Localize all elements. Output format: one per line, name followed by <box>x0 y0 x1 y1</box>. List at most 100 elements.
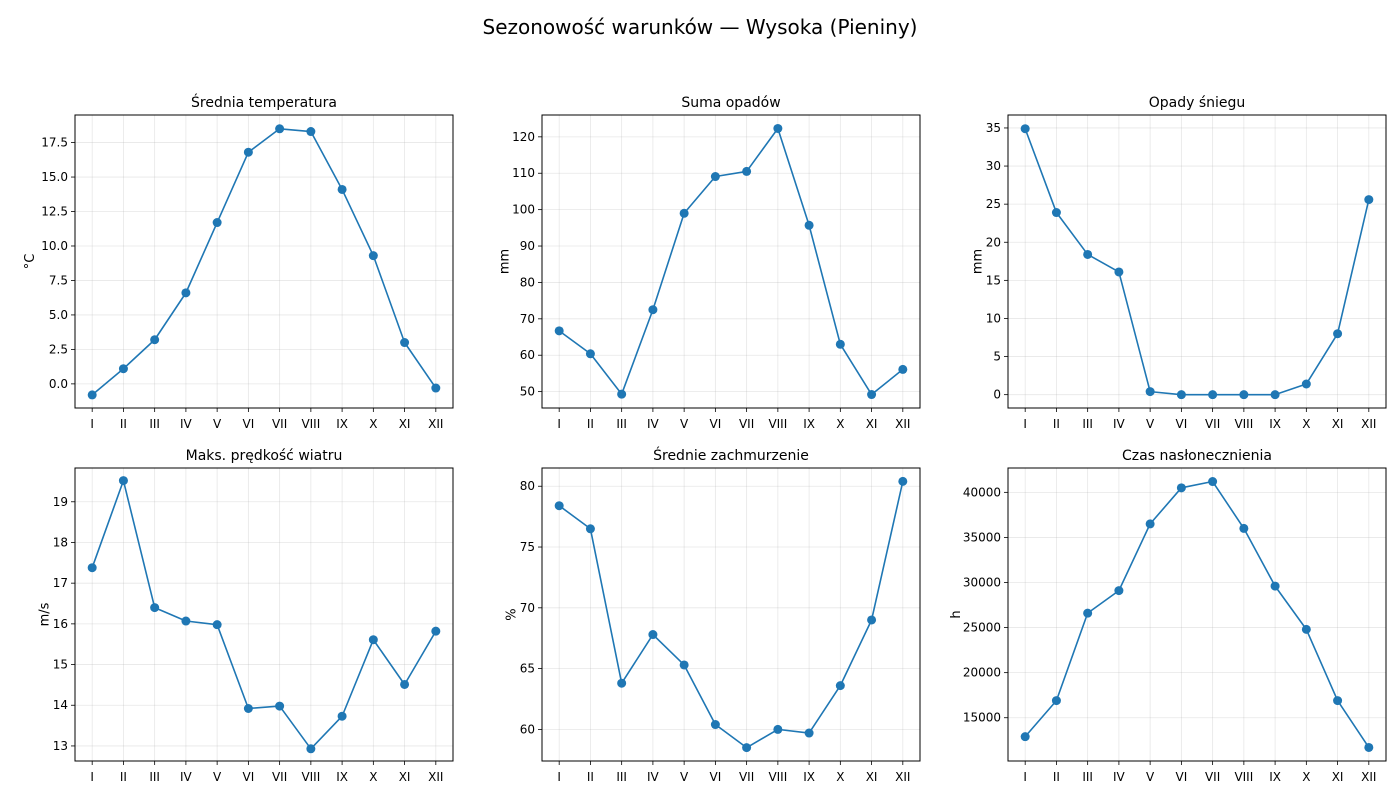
data-point <box>87 390 97 400</box>
y-tick-label: 0 <box>993 388 1001 402</box>
data-point <box>585 349 595 359</box>
data-point <box>243 147 253 157</box>
data-point <box>898 476 908 486</box>
y-tick-label: 20000 <box>963 666 1001 680</box>
figure-title: Sezonowość warunków — Wysoka (Pieniny) <box>483 15 918 39</box>
data-point <box>118 364 128 374</box>
data-point <box>275 701 285 711</box>
subplot-2: I II III IV V VI VII VIII IX X XI XII50607080901001… <box>497 95 921 431</box>
data-point <box>1145 387 1155 397</box>
y-tick-label: 90 <box>520 239 535 253</box>
x-tick-label: XI <box>866 770 878 784</box>
axes-frame <box>74 114 454 409</box>
data-point <box>431 383 441 393</box>
x-tick-label: I <box>1023 417 1027 431</box>
x-tick-label: VIII <box>1234 417 1253 431</box>
data-point <box>1301 379 1311 389</box>
x-tick-label: VI <box>243 417 255 431</box>
y-tick-label: 5.0 <box>49 308 68 322</box>
data-point <box>1270 390 1280 400</box>
x-tick-label: V <box>213 770 222 784</box>
data-point <box>1239 523 1249 533</box>
x-tick-label: II <box>587 417 594 431</box>
series-line <box>558 481 904 749</box>
y-tick-label: 110 <box>512 166 535 180</box>
x-tick-label: II <box>120 770 127 784</box>
y-tick-label: 25000 <box>963 621 1001 635</box>
data-point <box>773 724 783 734</box>
x-tick-label: IV <box>647 770 660 784</box>
x-tick-label: V <box>213 417 222 431</box>
series-line <box>91 479 437 750</box>
series-line <box>91 127 437 396</box>
x-tick-label: VI <box>1176 770 1188 784</box>
data-point <box>835 681 845 691</box>
data-point <box>867 615 877 625</box>
data-point <box>181 616 191 626</box>
data-point <box>212 620 222 630</box>
y-tick-label: 13 <box>53 739 68 753</box>
x-tick-label: V <box>680 417 689 431</box>
data-point <box>585 524 595 534</box>
y-tick-label: 20 <box>986 235 1001 249</box>
y-tick-label: 120 <box>512 130 535 144</box>
x-tick-label: VIII <box>768 770 787 784</box>
x-tick-label: IX <box>1269 770 1281 784</box>
data-point <box>275 124 285 134</box>
y-tick-label: 10.0 <box>41 239 68 253</box>
y-axis-label: % <box>505 608 520 620</box>
y-tick-label: 50 <box>520 385 535 399</box>
data-point <box>679 208 689 218</box>
x-tick-label: IV <box>1113 770 1126 784</box>
axes-frame <box>1007 114 1387 409</box>
x-tick-label: VII <box>1205 417 1220 431</box>
data-point <box>212 218 222 228</box>
data-point <box>1208 390 1218 400</box>
y-tick-label: 10 <box>986 311 1001 325</box>
x-tick-label: IV <box>647 417 660 431</box>
data-point <box>118 476 128 486</box>
x-tick-label: IV <box>180 770 193 784</box>
data-point <box>400 679 410 689</box>
x-tick-label: I <box>90 770 94 784</box>
y-tick-label: 19 <box>53 495 68 509</box>
y-tick-label: 60 <box>520 348 535 362</box>
x-tick-label: VI <box>1176 417 1188 431</box>
subplot-grid: I II III IV V VI VII VIII IX X XI XII0.02.55.07.510… <box>23 93 1387 784</box>
data-point <box>1114 586 1124 596</box>
x-tick-label: X <box>1302 417 1310 431</box>
y-tick-label: 40000 <box>963 485 1001 499</box>
data-point <box>1083 249 1093 259</box>
data-point <box>898 364 908 374</box>
x-tick-label: XII <box>895 770 910 784</box>
x-tick-label: VII <box>739 417 754 431</box>
x-tick-label: IX <box>803 417 815 431</box>
y-tick-label: 15.0 <box>41 170 68 184</box>
data-point <box>1333 696 1343 706</box>
y-tick-label: 30000 <box>963 575 1001 589</box>
x-tick-label: V <box>1146 770 1155 784</box>
y-tick-label: 80 <box>520 479 535 493</box>
data-point <box>150 335 160 345</box>
x-tick-label: XII <box>428 417 443 431</box>
x-tick-label: VI <box>710 770 722 784</box>
data-point <box>337 184 347 194</box>
y-axis-label: h <box>949 610 964 618</box>
x-tick-label: VII <box>272 417 287 431</box>
x-tick-label: VIII <box>301 417 320 431</box>
x-tick-label: VII <box>272 770 287 784</box>
y-tick-label: 25 <box>986 197 1001 211</box>
data-point <box>679 660 689 670</box>
y-tick-label: 15 <box>53 658 68 672</box>
y-tick-label: 5 <box>993 350 1001 364</box>
x-tick-label: VIII <box>768 417 787 431</box>
data-point <box>1364 742 1374 752</box>
x-tick-label: III <box>616 417 627 431</box>
data-point <box>368 251 378 261</box>
x-tick-label: XI <box>399 770 411 784</box>
data-point <box>554 501 564 511</box>
y-tick-label: 65 <box>520 662 535 676</box>
data-point <box>1114 267 1124 277</box>
data-point <box>1176 390 1186 400</box>
